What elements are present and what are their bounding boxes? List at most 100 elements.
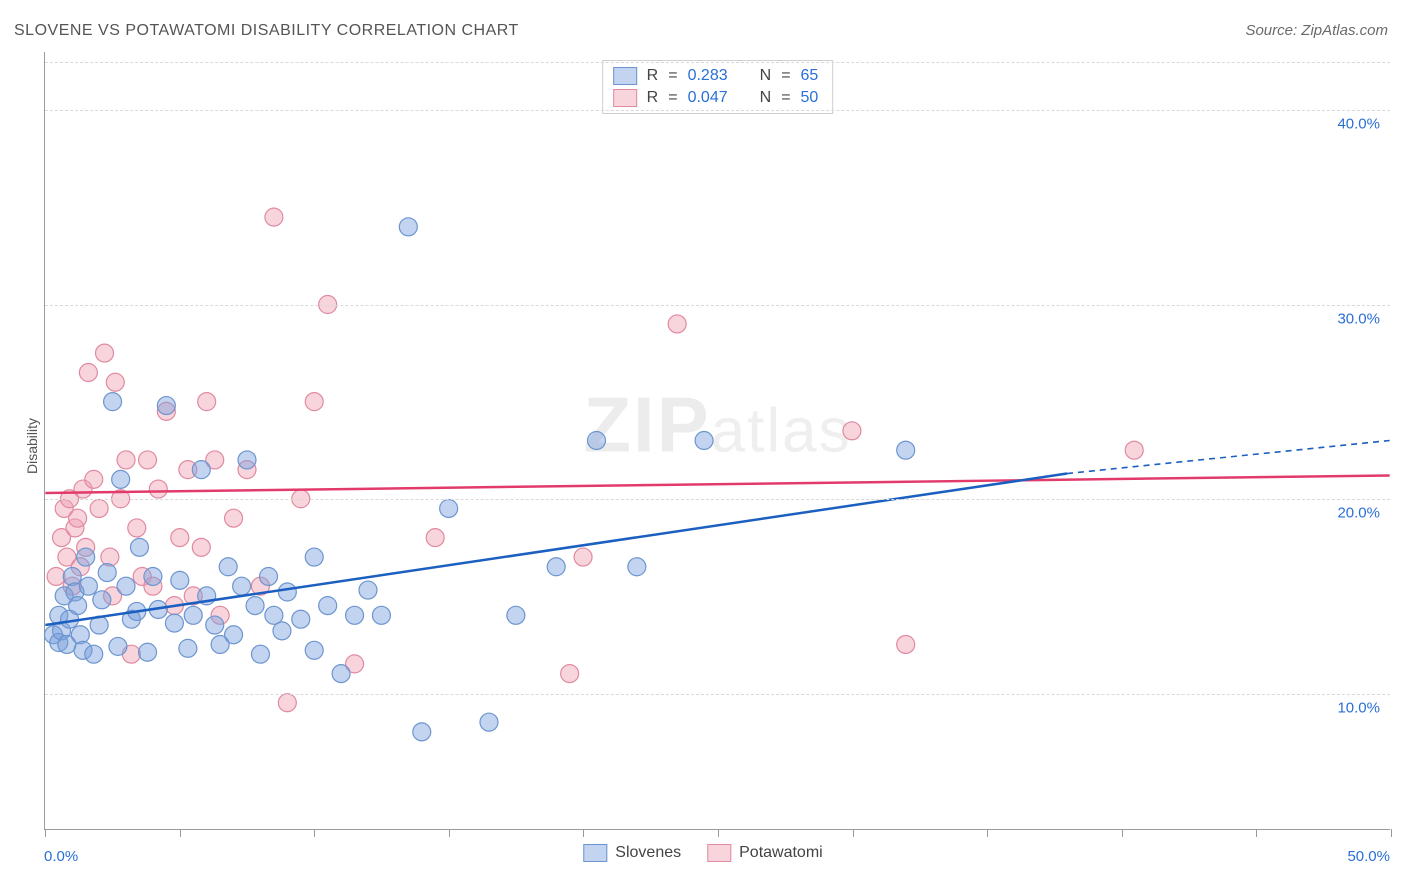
data-point bbox=[332, 665, 350, 683]
swatch-slovenes bbox=[583, 844, 607, 862]
plot-svg bbox=[45, 52, 1390, 829]
x-tick bbox=[1391, 829, 1392, 837]
data-point bbox=[278, 583, 296, 601]
chart-container: SLOVENE VS POTAWATOMI DISABILITY CORRELA… bbox=[0, 0, 1406, 892]
data-point bbox=[843, 422, 861, 440]
data-point bbox=[139, 451, 157, 469]
data-point bbox=[219, 558, 237, 576]
data-point bbox=[93, 591, 111, 609]
data-point bbox=[561, 665, 579, 683]
data-point bbox=[47, 567, 65, 585]
swatch-potawatomi bbox=[707, 844, 731, 862]
data-point bbox=[897, 635, 915, 653]
data-point bbox=[69, 597, 87, 615]
data-point bbox=[130, 538, 148, 556]
data-point bbox=[79, 577, 97, 595]
data-point bbox=[399, 218, 417, 236]
legend-N-value-potawatomi: 50 bbox=[801, 89, 819, 107]
legend-eq: = bbox=[668, 67, 677, 85]
x-tick bbox=[718, 829, 719, 837]
data-point bbox=[480, 713, 498, 731]
data-point bbox=[547, 558, 565, 576]
gridline bbox=[45, 110, 1390, 111]
data-point bbox=[305, 548, 323, 566]
legend-item-potawatomi: Potawatomi bbox=[707, 844, 823, 862]
trend-line-extrapolated bbox=[1067, 441, 1390, 474]
data-point bbox=[198, 393, 216, 411]
data-point bbox=[206, 616, 224, 634]
legend-correlation: R = 0.283 N = 65 R = 0.047 N = 50 bbox=[602, 60, 834, 114]
x-tick bbox=[583, 829, 584, 837]
data-point bbox=[179, 639, 197, 657]
data-point bbox=[85, 645, 103, 663]
x-tick bbox=[987, 829, 988, 837]
chart-title: SLOVENE VS POTAWATOMI DISABILITY CORRELA… bbox=[14, 22, 519, 40]
legend-R-value-slovenes: 0.283 bbox=[688, 67, 728, 85]
data-point bbox=[109, 637, 127, 655]
data-point bbox=[106, 373, 124, 391]
legend-eq: = bbox=[781, 89, 790, 107]
x-min-label: 0.0% bbox=[44, 848, 78, 865]
data-point bbox=[104, 393, 122, 411]
data-point bbox=[233, 577, 251, 595]
data-point bbox=[273, 622, 291, 640]
data-point bbox=[507, 606, 525, 624]
data-point bbox=[897, 441, 915, 459]
data-point bbox=[69, 509, 87, 527]
data-point bbox=[574, 548, 592, 566]
gridline bbox=[45, 694, 1390, 695]
legend-label-potawatomi: Potawatomi bbox=[739, 844, 823, 862]
data-point bbox=[413, 723, 431, 741]
data-point bbox=[79, 364, 97, 382]
data-point bbox=[319, 597, 337, 615]
data-point bbox=[292, 610, 310, 628]
data-point bbox=[63, 567, 81, 585]
data-point bbox=[265, 208, 283, 226]
legend-R-value-potawatomi: 0.047 bbox=[688, 89, 728, 107]
legend-R-label: R bbox=[647, 89, 659, 107]
data-point bbox=[440, 499, 458, 517]
data-point bbox=[98, 564, 116, 582]
x-tick bbox=[853, 829, 854, 837]
data-point bbox=[192, 461, 210, 479]
legend-row-slovenes: R = 0.283 N = 65 bbox=[613, 65, 819, 87]
legend-row-potawatomi: R = 0.047 N = 50 bbox=[613, 87, 819, 109]
plot-area: ZIPatlas R = 0.283 N = 65 R = 0.047 N = bbox=[44, 52, 1390, 830]
data-point bbox=[139, 643, 157, 661]
gridline bbox=[45, 62, 1390, 63]
data-point bbox=[171, 529, 189, 547]
legend-eq: = bbox=[668, 89, 677, 107]
x-tick bbox=[314, 829, 315, 837]
data-point bbox=[426, 529, 444, 547]
gridline bbox=[45, 499, 1390, 500]
data-point bbox=[346, 606, 364, 624]
x-tick bbox=[1256, 829, 1257, 837]
data-point bbox=[96, 344, 114, 362]
legend-N-label: N bbox=[760, 89, 772, 107]
data-point bbox=[225, 509, 243, 527]
x-max-label: 50.0% bbox=[1347, 848, 1390, 865]
swatch-potawatomi bbox=[613, 89, 637, 107]
legend-label-slovenes: Slovenes bbox=[615, 844, 681, 862]
data-point bbox=[246, 597, 264, 615]
data-point bbox=[90, 499, 108, 517]
data-point bbox=[238, 451, 256, 469]
x-tick bbox=[180, 829, 181, 837]
data-point bbox=[117, 451, 135, 469]
data-point bbox=[359, 581, 377, 599]
y-tick-label: 20.0% bbox=[1337, 505, 1380, 522]
data-point bbox=[1125, 441, 1143, 459]
data-point bbox=[588, 432, 606, 450]
data-point bbox=[85, 470, 103, 488]
data-point bbox=[260, 567, 278, 585]
data-point bbox=[695, 432, 713, 450]
gridline bbox=[45, 305, 1390, 306]
y-tick-label: 10.0% bbox=[1337, 699, 1380, 716]
legend-R-label: R bbox=[647, 67, 659, 85]
data-point bbox=[628, 558, 646, 576]
data-point bbox=[112, 470, 130, 488]
data-point bbox=[165, 614, 183, 632]
source-attribution: Source: ZipAtlas.com bbox=[1245, 22, 1388, 39]
data-point bbox=[305, 641, 323, 659]
data-point bbox=[225, 626, 243, 644]
